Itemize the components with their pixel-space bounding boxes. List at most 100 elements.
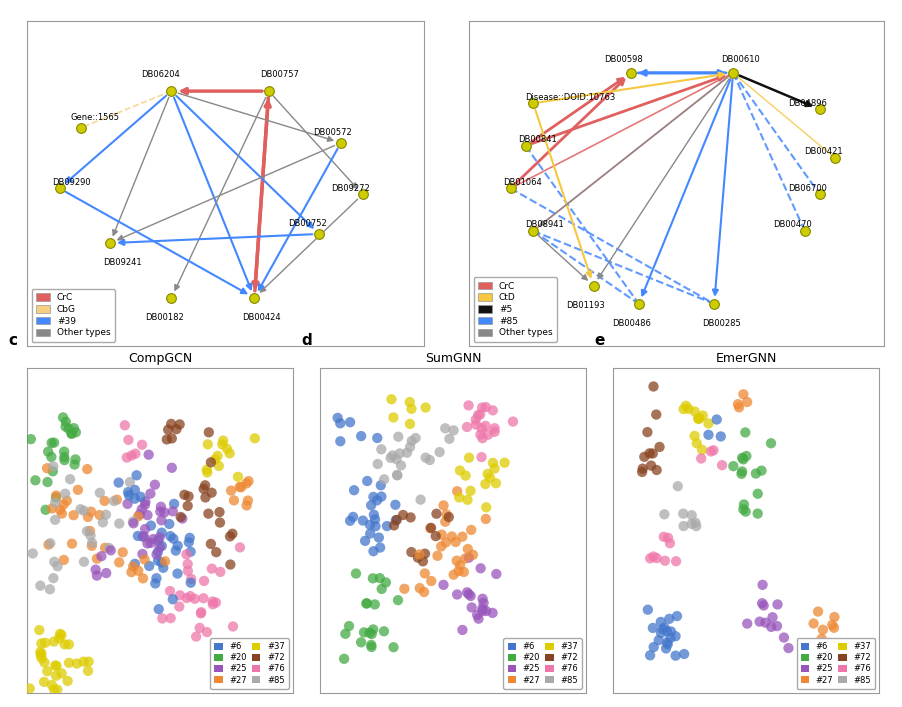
#27 [811, 606, 825, 617]
#85 [85, 537, 99, 549]
Point [676, 404, 691, 415]
#6 [646, 622, 660, 633]
#37 [216, 435, 230, 446]
#6 [656, 624, 670, 635]
#76 [184, 573, 198, 585]
Point [152, 542, 167, 553]
Point [172, 419, 187, 430]
Point [48, 660, 62, 671]
Point [120, 452, 134, 463]
#20 [57, 455, 71, 466]
#85 [391, 469, 405, 481]
#20 [28, 474, 42, 486]
#37 [478, 479, 492, 490]
#6 [374, 491, 389, 502]
Point [135, 549, 150, 560]
#6 [662, 613, 676, 624]
#6 [156, 562, 170, 573]
Point [52, 633, 67, 644]
#85 [688, 517, 703, 528]
Text: e: e [594, 333, 605, 348]
#6 [389, 515, 403, 526]
Point [81, 665, 96, 677]
#76 [205, 563, 219, 574]
Point [226, 495, 241, 506]
#72 [652, 441, 667, 452]
#72 [204, 538, 218, 549]
Point [732, 402, 746, 413]
#6 [366, 546, 381, 557]
Point [701, 429, 715, 440]
Point [781, 643, 796, 654]
#20 [364, 641, 379, 653]
#25 [465, 602, 479, 613]
#27 [434, 541, 448, 552]
Text: DB09272: DB09272 [331, 184, 370, 193]
Point [330, 412, 345, 423]
#76 [474, 429, 488, 440]
Point [42, 584, 57, 595]
#27 [438, 516, 453, 527]
#20 [363, 627, 377, 638]
Point [681, 403, 695, 414]
Point [424, 575, 438, 587]
Point [25, 548, 40, 559]
Point [37, 657, 51, 668]
#76 [180, 565, 195, 576]
Point [126, 561, 141, 572]
Point [640, 426, 655, 438]
#25 [143, 488, 158, 499]
Text: DB06204: DB06204 [142, 70, 179, 79]
#76 [213, 566, 227, 578]
Text: DB09290: DB09290 [52, 177, 91, 187]
Point [61, 658, 76, 669]
Point [50, 684, 64, 695]
#72 [635, 467, 649, 478]
#27 [97, 495, 112, 506]
#25 [437, 579, 451, 590]
#20 [337, 653, 352, 665]
#76 [155, 613, 170, 624]
#25 [153, 506, 168, 518]
#72 [198, 479, 212, 491]
#85 [413, 494, 428, 506]
#85 [394, 460, 409, 471]
#20 [23, 433, 38, 445]
#37 [223, 448, 237, 459]
Point [343, 416, 357, 428]
#27 [479, 513, 493, 525]
Text: d: d [301, 333, 312, 348]
Point [47, 684, 61, 695]
Point [687, 406, 702, 417]
#85 [405, 436, 419, 447]
Point [112, 477, 126, 489]
Point [418, 568, 432, 579]
#76 [506, 416, 520, 427]
#25 [755, 579, 769, 590]
#6 [181, 537, 196, 548]
Point [224, 485, 238, 496]
Point [374, 583, 389, 595]
#25 [166, 506, 180, 517]
#72 [642, 448, 657, 459]
#6 [363, 528, 377, 539]
Text: DB00841: DB00841 [518, 135, 557, 144]
Text: DB01193: DB01193 [566, 301, 605, 310]
Point [43, 537, 58, 549]
#25 [475, 603, 490, 614]
#37 [231, 471, 245, 482]
Point [713, 431, 728, 442]
Text: DB06700: DB06700 [788, 184, 827, 193]
#27 [438, 537, 453, 548]
#25 [157, 507, 171, 518]
Point [777, 632, 791, 643]
#20 [726, 460, 741, 472]
Legend: #6, #20, #25, #27, #37, #72, #76, #85: #6, #20, #25, #27, #37, #72, #76, #85 [210, 638, 289, 689]
Point [59, 421, 73, 433]
Point [354, 431, 368, 442]
#76 [473, 409, 487, 420]
Point [51, 561, 65, 572]
#72 [636, 463, 650, 474]
#6 [668, 631, 683, 642]
Point [365, 573, 380, 584]
